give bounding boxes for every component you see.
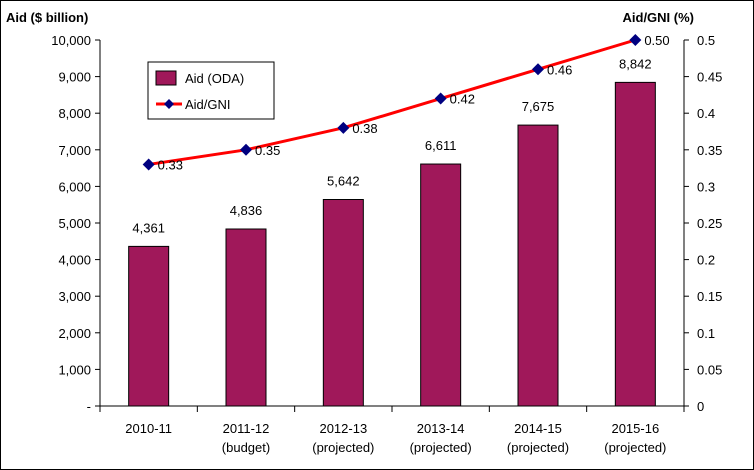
right-tick-label: 0.4 — [697, 106, 715, 121]
axes: - 1,000 2,000 3,000 4,000 5,000 6,000 7,000 8,00… — [51, 33, 722, 455]
bar-value-label: 4,361 — [132, 220, 165, 235]
x-tick-label: (projected) — [604, 440, 666, 455]
x-tick-label: 2013-14 — [417, 421, 465, 436]
legend: Aid (ODA) Aid/GNI — [147, 61, 275, 120]
bar-value-label: 7,675 — [522, 99, 555, 114]
data-labels: 4,361 4,836 5,642 6,611 7,675 8,842 0.33 0.35 0.… — [132, 33, 669, 235]
right-tick-label: 0.15 — [697, 289, 722, 304]
legend-label-aid: Aid (ODA) — [185, 71, 244, 86]
left-tick-label: 6,000 — [58, 179, 91, 194]
right-tick-label: 0.2 — [697, 253, 715, 268]
right-tick-label: 0.45 — [697, 70, 722, 85]
right-tick-label: 0.35 — [697, 143, 722, 158]
left-tick-label: - — [87, 399, 91, 414]
bar-value-label: 4,836 — [230, 203, 263, 218]
right-tick-label: 0.05 — [697, 362, 722, 377]
bar-value-label: 6,611 — [425, 138, 457, 153]
right-tick-label: 0.5 — [697, 33, 715, 48]
left-tick-label: 9,000 — [58, 70, 91, 85]
bar — [614, 81, 656, 407]
left-tick-label: 2,000 — [58, 326, 91, 341]
bar-value-label: 5,642 — [327, 174, 360, 189]
right-tick-label: 0 — [697, 399, 704, 414]
right-tick-label: 0.3 — [697, 179, 715, 194]
legend-swatch-bar — [155, 70, 177, 86]
left-axis-title: Aid ($ billion) — [6, 10, 88, 25]
bar — [322, 199, 364, 407]
left-tick-label: 5,000 — [58, 216, 91, 231]
left-tick-label: 4,000 — [58, 253, 91, 268]
x-tick-label: 2011-12 — [223, 421, 270, 436]
bar-series — [128, 81, 656, 407]
x-tick-label: 2014-15 — [514, 421, 562, 436]
legend-label-gni: Aid/GNI — [185, 97, 231, 112]
line-value-label: 0.42 — [450, 92, 475, 107]
left-tick-label: 3,000 — [58, 289, 91, 304]
x-tick-label: (projected) — [507, 440, 569, 455]
x-tick-label: 2010-11 — [125, 421, 172, 436]
x-tick-label: (projected) — [410, 440, 472, 455]
right-tick-label: 0.25 — [697, 216, 722, 231]
right-axis-title: Aid/GNI (%) — [623, 10, 695, 25]
bar-value-label: 8,842 — [619, 56, 652, 71]
x-tick-label: (projected) — [312, 440, 374, 455]
line-marker — [434, 92, 447, 105]
left-tick-label: 7,000 — [58, 143, 91, 158]
left-tick-label: 10,000 — [51, 33, 91, 48]
left-tick-label: 8,000 — [58, 106, 91, 121]
bar — [517, 124, 559, 407]
line-marker — [532, 63, 544, 76]
aid-gni-line — [148, 38, 636, 166]
line-value-label: 0.38 — [352, 121, 377, 136]
right-tick-label: 0.1 — [697, 326, 715, 341]
line-series — [142, 34, 642, 171]
line-value-label: 0.50 — [644, 33, 669, 48]
line-value-label: 0.33 — [158, 157, 183, 172]
bar — [128, 245, 170, 407]
bar — [225, 228, 267, 407]
line-marker — [240, 143, 252, 156]
left-tick-label: 1,000 — [58, 362, 91, 377]
x-tick-label: 2012-13 — [319, 421, 367, 436]
line-value-label: 0.35 — [255, 143, 280, 158]
x-tick-label: (budget) — [222, 440, 270, 455]
x-tick-label: 2015-16 — [611, 421, 659, 436]
legend-swatch-marker — [164, 99, 174, 109]
line-marker — [337, 121, 350, 134]
line-value-label: 0.46 — [547, 62, 572, 77]
line-marker — [142, 158, 155, 171]
bar — [420, 163, 462, 407]
line-marker — [629, 34, 642, 46]
